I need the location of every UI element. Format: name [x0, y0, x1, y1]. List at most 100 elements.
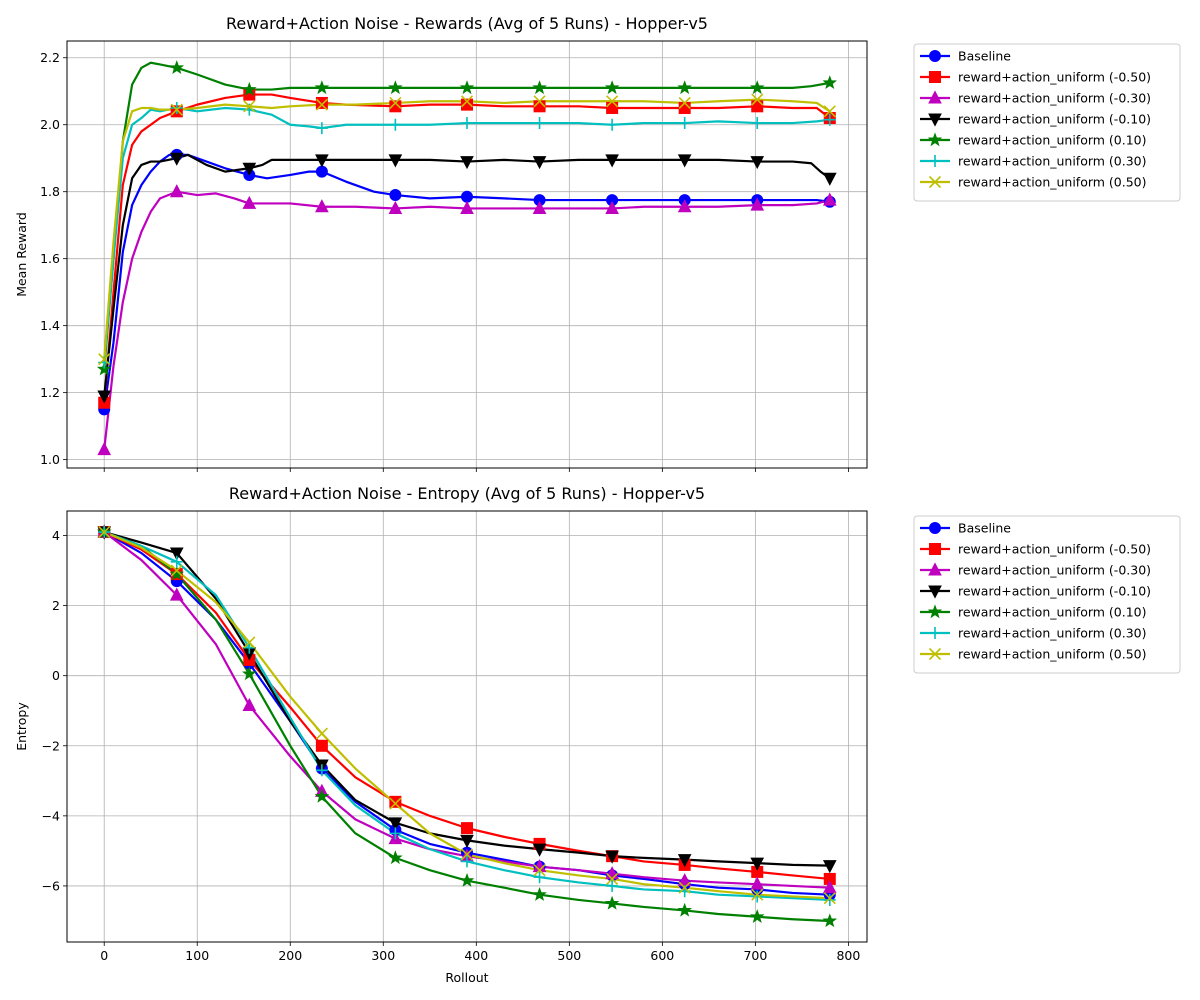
rewards-legend-item: reward+action_uniform (0.30)	[920, 154, 1147, 169]
entropy-legend-marker	[928, 562, 942, 576]
rewards-marker-reward-action-uniform-0-30	[97, 441, 112, 456]
rewards-marker-baseline	[389, 189, 402, 202]
entropy-marker-reward-action-uniform-0-10	[750, 857, 765, 871]
rewards-legend-marker	[928, 90, 942, 104]
entropy-marker-reward-action-uniform-0-30	[750, 876, 765, 890]
entropy-marker-reward-action-uniform-0-50	[315, 727, 328, 740]
entropy-legend-marker	[927, 604, 943, 619]
rewards-line-reward-action-uniform-0-10	[103, 61, 830, 370]
entropy-x-axis-label: Rollout	[445, 970, 488, 985]
entropy-legend-marker	[929, 627, 941, 639]
rewards-marker-reward-action-uniform-0-50	[460, 95, 474, 108]
rewards-marker-reward-action-uniform-0-30	[388, 200, 403, 214]
rewards-marker-baseline	[461, 190, 473, 203]
entropy-y-tick-label: −2	[42, 738, 60, 753]
rewards-marker-reward-action-uniform-0-30	[242, 195, 257, 209]
entropy-marker-reward-action-uniform-0-30	[242, 697, 257, 711]
rewards-legend-label: reward+action_uniform (0.50)	[958, 175, 1147, 190]
rewards-legend-label: Baseline	[958, 49, 1011, 64]
rewards-y-tick-label: 1.2	[40, 385, 60, 400]
entropy-marker-reward-action-uniform-0-30	[822, 880, 837, 894]
rewards-marker-reward-action-uniform-0-50	[823, 105, 836, 118]
rewards-marker-reward-action-uniform-0-50	[315, 98, 328, 111]
entropy-x-tick-label: 200	[278, 948, 302, 963]
entropy-legend-label: reward+action_uniform (-0.30)	[958, 563, 1151, 578]
rewards-y-tick-label: 2.0	[40, 117, 60, 132]
entropy-marker-reward-action-uniform-0-30	[315, 764, 328, 777]
rewards-marker-reward-action-uniform-0-10	[750, 156, 765, 170]
rewards-legend-marker	[928, 175, 942, 189]
rewards-marker-reward-action-uniform-0-10	[822, 75, 838, 90]
rewards-marker-reward-action-uniform-0-10	[604, 80, 620, 95]
rewards-marker-reward-action-uniform-0-10	[97, 390, 112, 404]
rewards-series-markers	[96, 60, 838, 456]
entropy-x-tick-label: 600	[650, 948, 674, 963]
rewards-marker-reward-action-uniform-0-30	[750, 197, 765, 211]
rewards-legend-label: reward+action_uniform (0.30)	[958, 154, 1147, 169]
rewards-marker-reward-action-uniform-0-30	[751, 117, 764, 130]
rewards-legend-marker	[929, 50, 941, 62]
entropy-marker-reward-action-uniform-0-50	[389, 795, 402, 808]
entropy-marker-reward-action-uniform-0-10	[388, 850, 403, 865]
entropy-legend-marker	[929, 543, 941, 555]
entropy-y-tick-label: −4	[42, 808, 60, 823]
rewards-marker-reward-action-uniform-0-30	[461, 117, 473, 130]
entropy-marker-reward-action-uniform-0-30	[169, 587, 184, 601]
entropy-marker-reward-action-uniform-0-10	[388, 817, 403, 831]
entropy-marker-reward-action-uniform-0-30	[606, 879, 619, 892]
rewards-marker-reward-action-uniform-0-10	[459, 80, 475, 95]
entropy-marker-reward-action-uniform-0-10	[459, 873, 475, 887]
rewards-marker-reward-action-uniform-0-10	[242, 162, 257, 176]
entropy-y-tick-label: 2	[52, 598, 60, 613]
entropy-legend-label: reward+action_uniform (-0.50)	[958, 542, 1151, 557]
rewards-legend-marker	[927, 132, 943, 147]
rewards-legend-label: reward+action_uniform (-0.30)	[958, 91, 1151, 106]
rewards-chart-title: Reward+Action Noise - Rewards (Avg of 5 …	[226, 14, 708, 33]
rewards-marker-reward-action-uniform-0-30	[532, 200, 547, 214]
rewards-y-tick-label: 1.4	[40, 318, 60, 333]
rewards-legend-item: reward+action_uniform (0.50)	[920, 175, 1147, 190]
rewards-marker-reward-action-uniform-0-50	[243, 100, 256, 113]
rewards-y-axis-label: Mean Reward	[14, 212, 29, 297]
entropy-marker-reward-action-uniform-0-10	[604, 895, 620, 910]
entropy-marker-reward-action-uniform-0-50	[823, 892, 836, 905]
entropy-legend-label: Baseline	[958, 521, 1011, 536]
rewards-marker-reward-action-uniform-0-10	[460, 156, 474, 170]
entropy-panel: 0 100 200 300 400 500 600 700 800 −6 −4 −2 0 2 4 Rewar…	[14, 484, 1181, 985]
rewards-marker-reward-action-uniform-0-30	[822, 192, 837, 206]
entropy-x-tick-label: 100	[185, 948, 209, 963]
rewards-marker-reward-action-uniform-0-10	[169, 152, 184, 166]
rewards-legend: Baseline reward+action_uniform (-0.50) rew…	[913, 43, 1181, 202]
entropy-marker-reward-action-uniform-0-50	[243, 636, 256, 649]
rewards-marker-reward-action-uniform-0-30	[823, 113, 836, 126]
rewards-marker-reward-action-uniform-0-10	[169, 60, 185, 74]
rewards-marker-reward-action-uniform-0-10	[677, 154, 692, 168]
entropy-legend-label: reward+action_uniform (0.10)	[958, 605, 1147, 620]
entropy-legend-box	[913, 515, 1181, 674]
entropy-y-tick-label: −6	[42, 878, 60, 893]
rewards-marker-reward-action-uniform-0-30	[460, 200, 474, 214]
rewards-marker-reward-action-uniform-0-10	[96, 361, 112, 376]
rewards-line-reward-action-uniform-0-50	[103, 98, 831, 360]
entropy-legend-label: reward+action_uniform (0.50)	[958, 647, 1147, 662]
rewards-marker-reward-action-uniform-0-50	[606, 95, 619, 108]
rewards-marker-reward-action-uniform-0-10	[605, 154, 619, 168]
entropy-marker-reward-action-uniform-0-10	[822, 860, 837, 874]
entropy-legend-item: reward+action_uniform (0.30)	[920, 626, 1147, 641]
rewards-y-tick-label: 1.6	[40, 251, 60, 266]
entropy-marker-reward-action-uniform-0-30	[243, 641, 256, 654]
rewards-marker-reward-action-uniform-0-50	[751, 100, 764, 113]
rewards-marker-reward-action-uniform-0-50	[751, 93, 764, 106]
entropy-legend-marker	[928, 585, 942, 599]
rewards-marker-reward-action-uniform-0-50	[389, 100, 402, 113]
rewards-marker-reward-action-uniform-0-50	[533, 100, 546, 113]
entropy-legend-item: reward+action_uniform (-0.10)	[920, 584, 1151, 599]
rewards-marker-reward-action-uniform-0-10	[677, 80, 692, 95]
entropy-marker-reward-action-uniform-0-10	[532, 887, 547, 901]
entropy-marker-reward-action-uniform-0-10	[677, 854, 692, 868]
rewards-legend-item: reward+action_uniform (-0.50)	[920, 70, 1151, 85]
rewards-line-reward-action-uniform-0-30	[103, 190, 831, 450]
entropy-legend-item: reward+action_uniform (-0.50)	[920, 542, 1151, 557]
rewards-legend-marker	[928, 113, 942, 127]
